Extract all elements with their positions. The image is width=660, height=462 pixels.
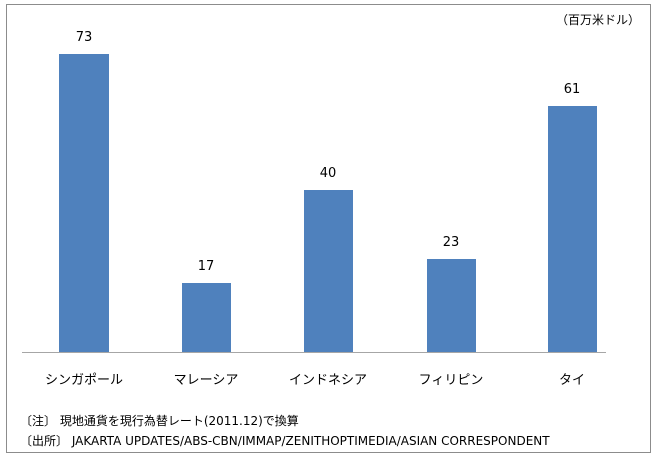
source-note: 〔出所〕 JAKARTA UPDATES/ABS-CBN/IMMAP/ZENIT… <box>20 434 550 448</box>
value-label-indonesia: 40 <box>319 166 337 181</box>
bar-thailand <box>548 106 597 352</box>
bar-indonesia <box>304 190 353 352</box>
value-label-philippines: 23 <box>442 235 460 250</box>
category-label-singapore: シンガポール <box>44 373 123 388</box>
x-axis-line <box>22 352 606 353</box>
bar-malaysia <box>182 283 231 352</box>
value-label-thailand: 61 <box>563 82 581 97</box>
bar-singapore <box>59 54 109 352</box>
unit-label: （百万米ドル） <box>555 13 640 27</box>
bar-philippines <box>427 259 476 352</box>
category-label-thailand: タイ <box>558 373 585 388</box>
category-label-malaysia: マレーシア <box>173 373 239 388</box>
footnote: 〔注〕 現地通貨を現行為替レート(2011.12)で換算 <box>20 414 299 428</box>
category-label-philippines: フィリピン <box>418 373 484 388</box>
value-label-singapore: 73 <box>75 30 93 45</box>
category-label-indonesia: インドネシア <box>288 373 367 388</box>
value-label-malaysia: 17 <box>197 259 215 274</box>
